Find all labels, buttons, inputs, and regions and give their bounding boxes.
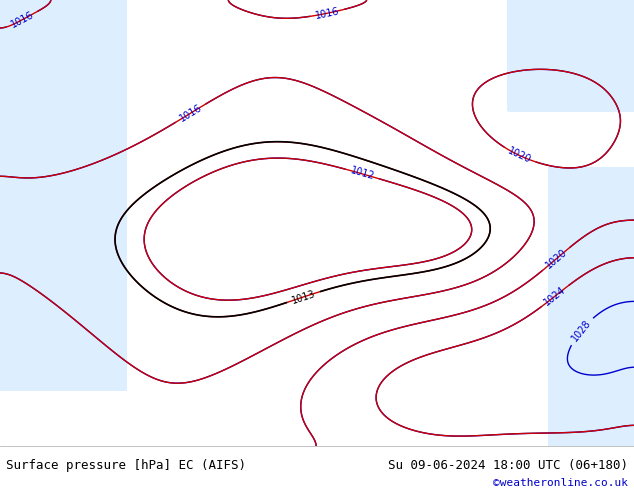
Text: 1013: 1013	[290, 288, 317, 305]
Text: 1020: 1020	[543, 247, 569, 270]
Text: 1016: 1016	[314, 6, 340, 21]
Text: 1016: 1016	[178, 102, 204, 124]
Text: Surface pressure [hPa] EC (AIFS): Surface pressure [hPa] EC (AIFS)	[6, 459, 247, 472]
Text: 1016: 1016	[9, 10, 36, 30]
Text: 1020: 1020	[507, 146, 533, 165]
Text: Su 09-06-2024 18:00 UTC (06+180): Su 09-06-2024 18:00 UTC (06+180)	[387, 459, 628, 472]
Text: 1024: 1024	[542, 285, 568, 308]
Text: 1028: 1028	[569, 318, 593, 343]
Text: 1012: 1012	[349, 166, 375, 182]
Text: ©weatheronline.co.uk: ©weatheronline.co.uk	[493, 478, 628, 488]
